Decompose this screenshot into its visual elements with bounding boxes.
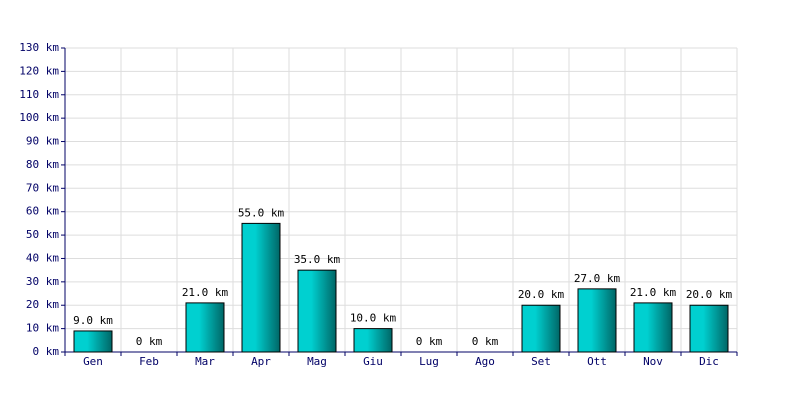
y-tick-label: 60 km — [26, 205, 59, 218]
value-label: 0 km — [136, 335, 163, 348]
bar — [633, 302, 673, 353]
bar — [689, 304, 729, 353]
bar — [577, 288, 617, 353]
bar — [73, 330, 113, 353]
x-tick-label: Gen — [83, 355, 103, 368]
value-label: 10.0 km — [350, 312, 397, 325]
x-tick-label: Feb — [139, 355, 159, 368]
y-tick-label: 110 km — [19, 88, 59, 101]
y-tick-label: 130 km — [19, 41, 59, 54]
value-label: 21.0 km — [182, 286, 229, 299]
x-tick-label: Set — [531, 355, 551, 368]
value-label: 21.0 km — [630, 286, 677, 299]
value-label: 20.0 km — [686, 288, 733, 301]
value-label: 20.0 km — [518, 288, 565, 301]
y-tick-label: 30 km — [26, 275, 59, 288]
value-label: 35.0 km — [294, 253, 341, 266]
y-tick-label: 50 km — [26, 228, 59, 241]
bar — [185, 302, 225, 353]
value-label: 0 km — [416, 335, 443, 348]
x-tick-label: Apr — [251, 355, 271, 368]
y-tick-label: 40 km — [26, 251, 59, 264]
value-label: 55.0 km — [238, 206, 285, 219]
y-tick-label: 20 km — [26, 298, 59, 311]
bar — [521, 304, 561, 353]
x-tick-label: Ott — [587, 355, 607, 368]
value-label: 9.0 km — [73, 314, 113, 327]
x-tick-label: Ago — [475, 355, 495, 368]
x-tick-label: Lug — [419, 355, 439, 368]
x-tick-label: Dic — [699, 355, 719, 368]
x-tick-label: Nov — [643, 355, 663, 368]
y-tick-label: 120 km — [19, 64, 59, 77]
x-tick-label: Mar — [195, 355, 215, 368]
y-tick-label: 10 km — [26, 322, 59, 335]
value-label: 27.0 km — [574, 272, 621, 285]
x-tick-label: Giu — [363, 355, 383, 368]
x-tick-label: Mag — [307, 355, 327, 368]
y-tick-label: 0 km — [33, 345, 60, 358]
y-tick-label: 100 km — [19, 111, 59, 124]
y-tick-label: 80 km — [26, 158, 59, 171]
y-tick-label: 90 km — [26, 135, 59, 148]
y-tick-label: 70 km — [26, 181, 59, 194]
bar — [297, 269, 337, 353]
value-label: 0 km — [472, 335, 499, 348]
bar — [241, 222, 281, 353]
bar — [353, 328, 393, 353]
